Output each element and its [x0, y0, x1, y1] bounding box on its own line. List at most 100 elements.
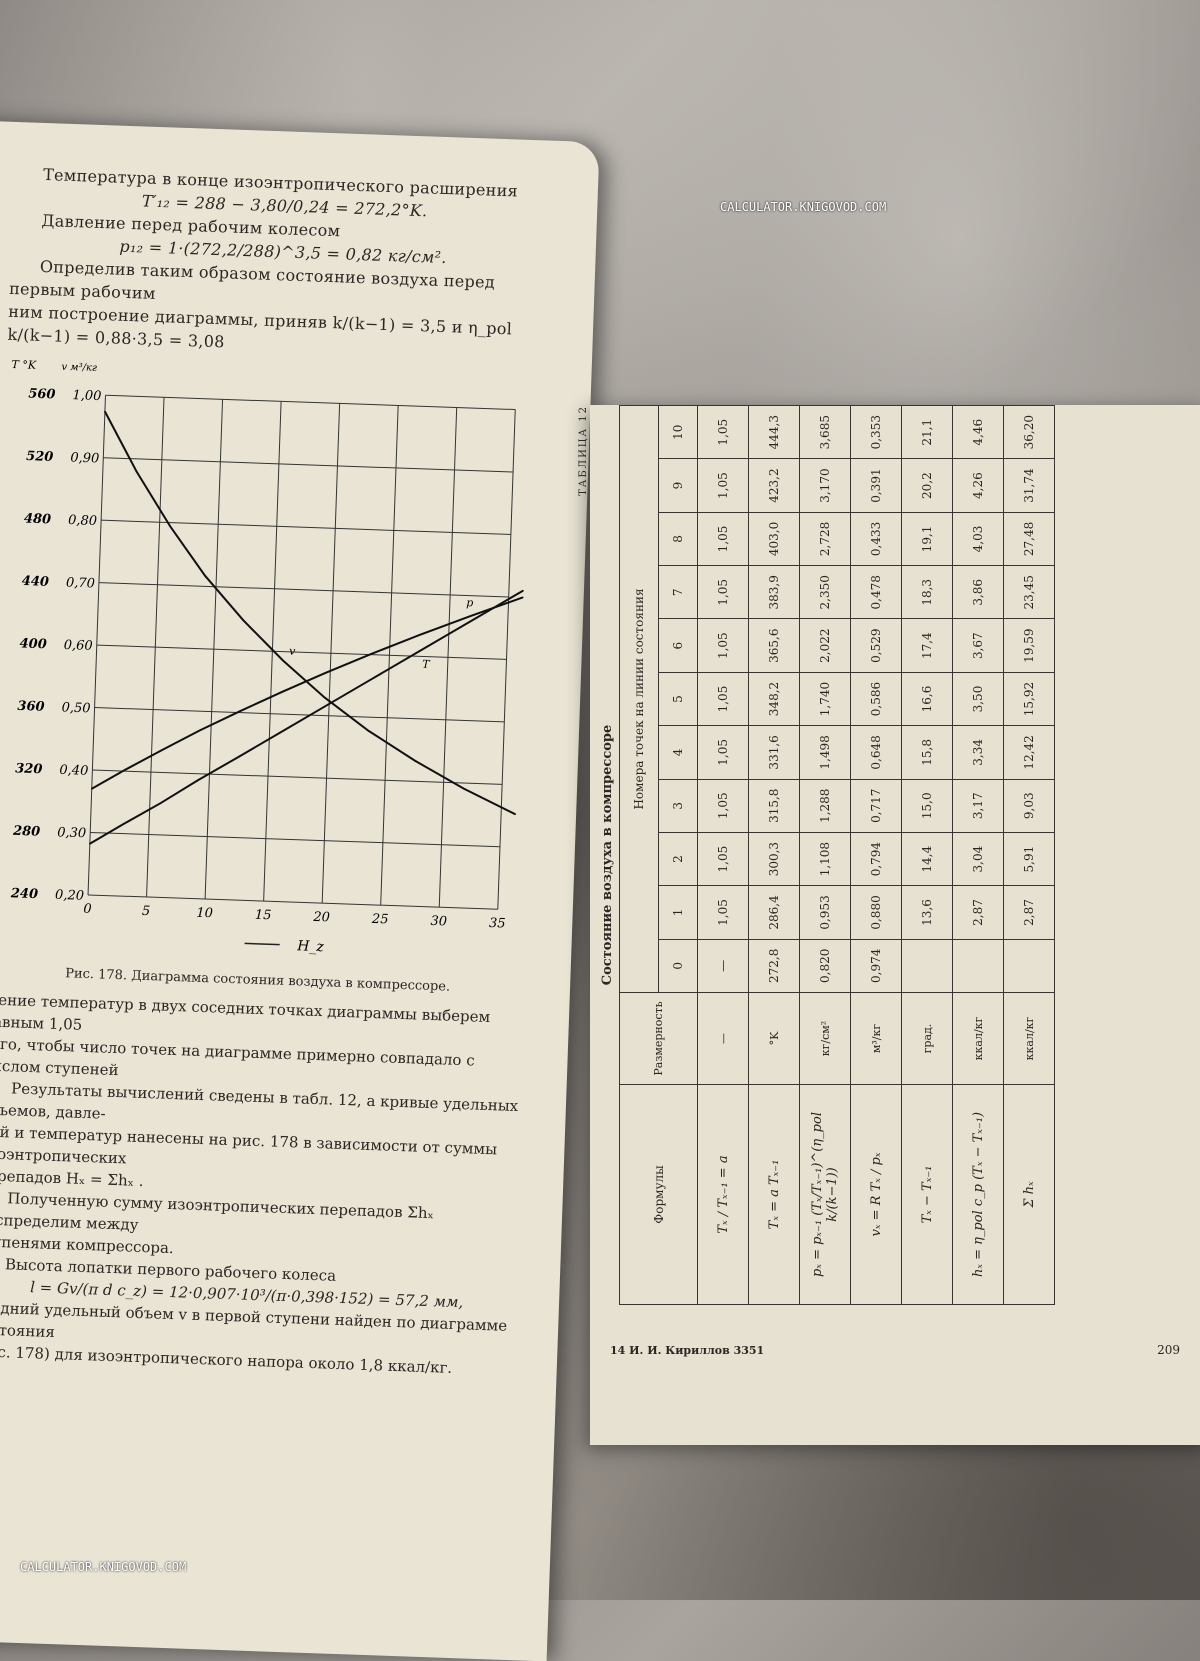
value-cell: 0,478 — [850, 565, 902, 619]
value-cell: 14,4 — [901, 832, 953, 886]
value-cell: 5,91 — [1003, 832, 1055, 886]
T-axis-label: T °K — [11, 358, 37, 372]
data-point-p — [324, 672, 327, 674]
value-cell — [901, 939, 953, 993]
value-cell: 272,8 — [748, 939, 800, 993]
data-point-T — [89, 842, 91, 845]
value-cell: 1,288 — [799, 779, 851, 833]
data-point-p — [198, 729, 201, 732]
formula-cell: Tₓ / Tₓ₋₁ = a — [697, 1084, 749, 1305]
table-row: vₓ = R Tₓ / pₓ м³/кг 0,974 0,880 0,794 0,717 0… — [850, 405, 902, 1305]
value-cell: 0,529 — [850, 618, 902, 673]
grid-line-y — [94, 707, 505, 723]
data-point-p — [161, 749, 164, 751]
value-cell: 2,728 — [799, 512, 851, 566]
value-cell: 1,05 — [697, 405, 749, 459]
value-cell: 300,3 — [748, 832, 800, 886]
x-axis-arrow — [244, 942, 280, 946]
data-point-T — [468, 621, 471, 623]
value-cell: 16,6 — [901, 672, 953, 726]
value-cell: 423,2 — [748, 458, 800, 513]
value-cell: 15,0 — [901, 779, 953, 833]
data-point-p — [521, 596, 524, 599]
data-point-v — [204, 574, 206, 577]
series-line-T — [89, 589, 524, 845]
grid-line-y — [101, 519, 511, 535]
value-cell: 403,0 — [748, 512, 800, 566]
data-point-p — [370, 653, 373, 655]
v-axis-label: v м³/кг — [61, 362, 97, 374]
value-cell: 0,794 — [850, 832, 902, 886]
point-number: 7 — [658, 565, 698, 619]
value-cell: 27,48 — [1003, 512, 1055, 566]
value-cell: 1,05 — [697, 885, 749, 940]
formula-cell: Σ hₓ — [1003, 1084, 1055, 1305]
value-cell: 1,740 — [799, 672, 851, 726]
value-cell: 19,59 — [1003, 618, 1055, 673]
value-cell: 3,67 — [952, 618, 1004, 673]
value-cell: 31,74 — [1003, 458, 1055, 513]
v-tick-label: 0,80 — [68, 513, 97, 529]
table-row: Σ hₓ ккал/кг 2,87 5,91 9,03 12,42 15,92 19,59 23… — [1003, 405, 1055, 1305]
point-number: 9 — [658, 458, 698, 513]
value-cell: 36,20 — [1003, 405, 1055, 459]
unit-cell: °K — [748, 992, 800, 1085]
value-cell: 331,6 — [748, 725, 800, 780]
T-tick-label: 560 — [28, 387, 56, 403]
point-number: 3 — [658, 779, 698, 833]
header-points: Номера точек на линии состояния — [619, 405, 659, 993]
v-tick-label: 0,70 — [66, 575, 95, 591]
v-tick-label: 0,40 — [59, 763, 88, 779]
header-units: Размерность — [619, 992, 698, 1085]
table-block: ТАБЛИЦА 12 Состояние воздуха в компрессо… — [578, 405, 1120, 1305]
value-cell: 13,6 — [901, 885, 953, 940]
table-row: Tₓ / Tₓ₋₁ = a — —1,05 1,05 1,05 1,05 1,05 1,05 1… — [697, 405, 749, 1305]
v-tick-label: 0,50 — [61, 700, 90, 716]
data-point-T — [323, 706, 326, 708]
data-point-T — [522, 589, 524, 592]
value-cell: 0,353 — [850, 405, 902, 459]
value-cell: 1,108 — [799, 832, 851, 886]
grid-line-y — [105, 394, 516, 411]
table-row: Tₓ = a Tₓ₋₁ °K 272,8 286,4 300,3 315,8 331,6 34… — [748, 405, 800, 1305]
x-tick-label: 35 — [489, 916, 506, 932]
value-cell: 3,34 — [952, 725, 1004, 780]
data-point-T — [159, 802, 162, 804]
v-tick-label: 0,60 — [64, 638, 93, 654]
point-number: 6 — [658, 618, 698, 673]
page-number: 209 — [1157, 1343, 1180, 1357]
table-caption: Состояние воздуха в компрессоре — [600, 724, 615, 986]
value-cell: 17,4 — [901, 618, 953, 673]
value-cell: 1,05 — [697, 832, 749, 886]
value-cell: 2,87 — [1003, 885, 1055, 940]
value-cell: 0,820 — [799, 939, 851, 993]
formula-cell: pₓ = pₓ₋₁ (Tₓ/Tₓ₋₁)^(η_pol k/(k−1)) — [799, 1084, 851, 1305]
watermark: CALCULATOR.KNIGOVOD.COM — [20, 1560, 187, 1574]
value-cell: 0,586 — [850, 672, 902, 726]
state-table: Формулы Размерность Номера точек на лини… — [619, 405, 1055, 1305]
state-diagram-chart: 0 5 10 15 20 25 30 35 240 0,20 280 0,30 320 0,40 360 0,… — [10, 358, 524, 955]
T-tick-label: 240 — [10, 886, 39, 902]
point-number: 2 — [658, 832, 698, 886]
point-number: 8 — [658, 512, 698, 566]
value-cell: 286,4 — [748, 885, 800, 940]
value-cell: 0,648 — [850, 725, 902, 780]
watermark: CALCULATOR.KNIGOVOD.COM — [720, 200, 887, 214]
right-page: ТАБЛИЦА 12 Состояние воздуха в компрессо… — [578, 405, 1200, 1445]
page-footer: 14 И. И. Кириллов 3351 — [610, 1344, 765, 1357]
T-tick-label: 440 — [22, 574, 50, 590]
v-tick-label: 0,30 — [57, 825, 86, 841]
value-cell: 1,05 — [697, 672, 749, 726]
value-cell — [1003, 939, 1055, 993]
data-point-v — [242, 619, 245, 621]
data-point-v — [367, 730, 370, 732]
grid-line-y — [98, 582, 509, 598]
value-cell: 18,3 — [901, 565, 953, 619]
value-cell — [952, 939, 1004, 993]
body-text: шение температур в двух соседних точках … — [0, 988, 529, 1381]
T-tick-label: 480 — [24, 511, 52, 527]
value-cell: 0,717 — [850, 779, 902, 833]
value-cell: — — [697, 939, 749, 993]
x-tick-label: 0 — [83, 902, 92, 917]
value-cell: 15,8 — [901, 725, 953, 780]
